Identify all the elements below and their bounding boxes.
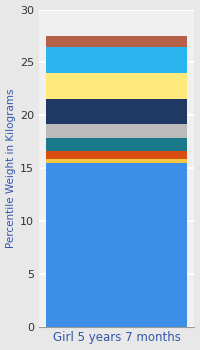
Bar (46, 73, 187, 99)
Bar (46, 47, 187, 73)
Bar (46, 139, 187, 151)
Bar (46, 163, 187, 327)
Bar (46, 124, 187, 139)
Bar (46, 99, 187, 124)
Bar (46, 151, 187, 159)
Y-axis label: Percentile Weight in Kilograms: Percentile Weight in Kilograms (6, 88, 16, 248)
Bar (46, 159, 187, 163)
Bar (46, 36, 187, 47)
